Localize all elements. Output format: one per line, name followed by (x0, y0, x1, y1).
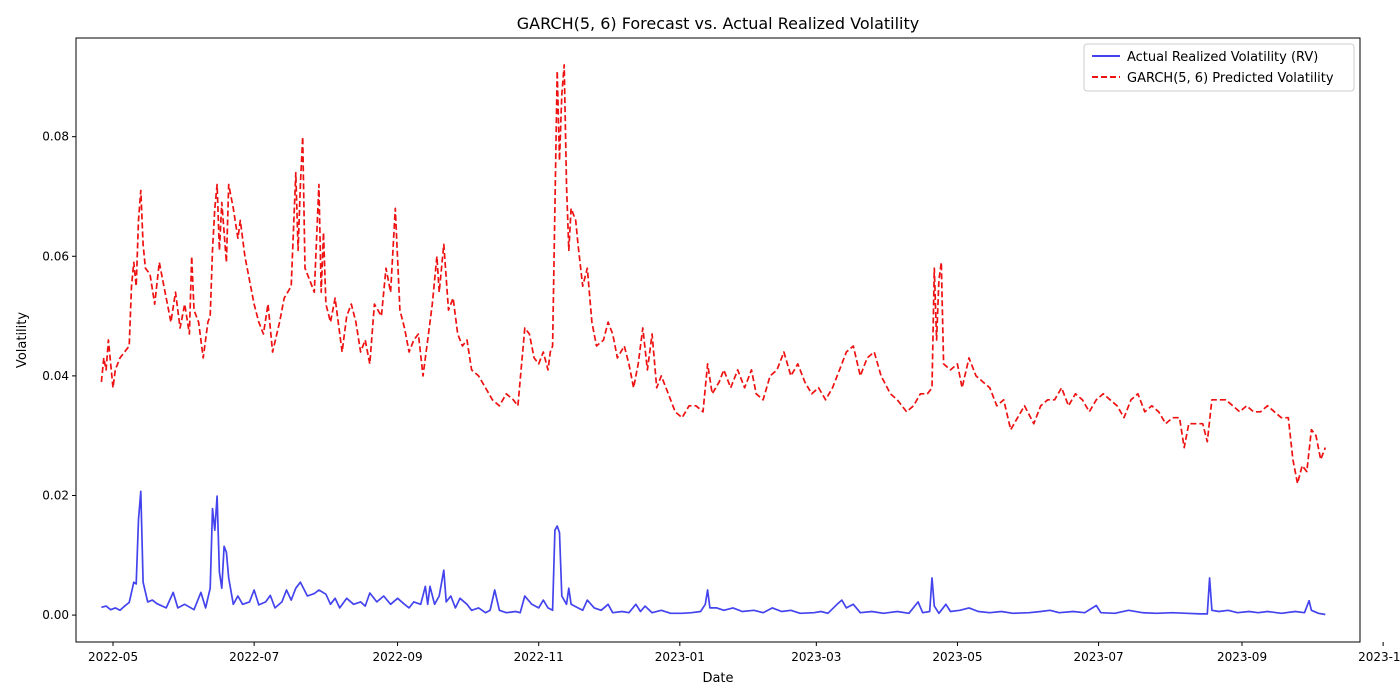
x-tick-label: 2023-11 (1358, 650, 1400, 664)
x-axis-ticks: 2022-05 2022-07 2022-09 2022-11 2023-01 2023-… (88, 642, 1400, 664)
legend-box (1083, 43, 1355, 92)
x-tick-label: 2022-05 (88, 650, 138, 664)
legend-label-rv: Actual Realized Volatility (RV) (1127, 50, 1318, 65)
series-line-rv (101, 490, 1326, 616)
x-tick-label: 2023-03 (791, 650, 841, 664)
y-tick-label: 0.08 (42, 130, 69, 144)
x-tick-label: 2023-07 (1074, 650, 1124, 664)
y-axis-label: Volatility (15, 312, 30, 368)
x-tick-label: 2022-07 (229, 650, 279, 664)
series-layer (100, 64, 1327, 616)
chart-title: GARCH(5, 6) Forecast vs. Actual Realized… (517, 14, 919, 33)
x-axis-label: Date (702, 671, 733, 686)
y-tick-label: 0.00 (42, 608, 69, 622)
legend-label-garch: GARCH(5, 6) Predicted Volatility (1127, 71, 1334, 86)
y-tick-label: 0.02 (42, 488, 69, 502)
x-tick-label: 2023-05 (932, 650, 982, 664)
x-tick-label: 2023-01 (655, 650, 705, 664)
legend: Actual Realized Volatility (RV) GARCH(5,… (1083, 43, 1355, 92)
x-tick-label: 2022-09 (373, 650, 423, 664)
y-tick-label: 0.06 (42, 249, 69, 263)
y-tick-label: 0.04 (42, 369, 69, 383)
x-tick-label: 2022-11 (514, 650, 564, 664)
y-axis-ticks: 0.00 0.02 0.04 0.06 0.08 (42, 130, 76, 622)
plot-frame (75, 37, 1361, 643)
series-line-garch (100, 64, 1327, 485)
x-tick-label: 2023-09 (1217, 650, 1267, 664)
